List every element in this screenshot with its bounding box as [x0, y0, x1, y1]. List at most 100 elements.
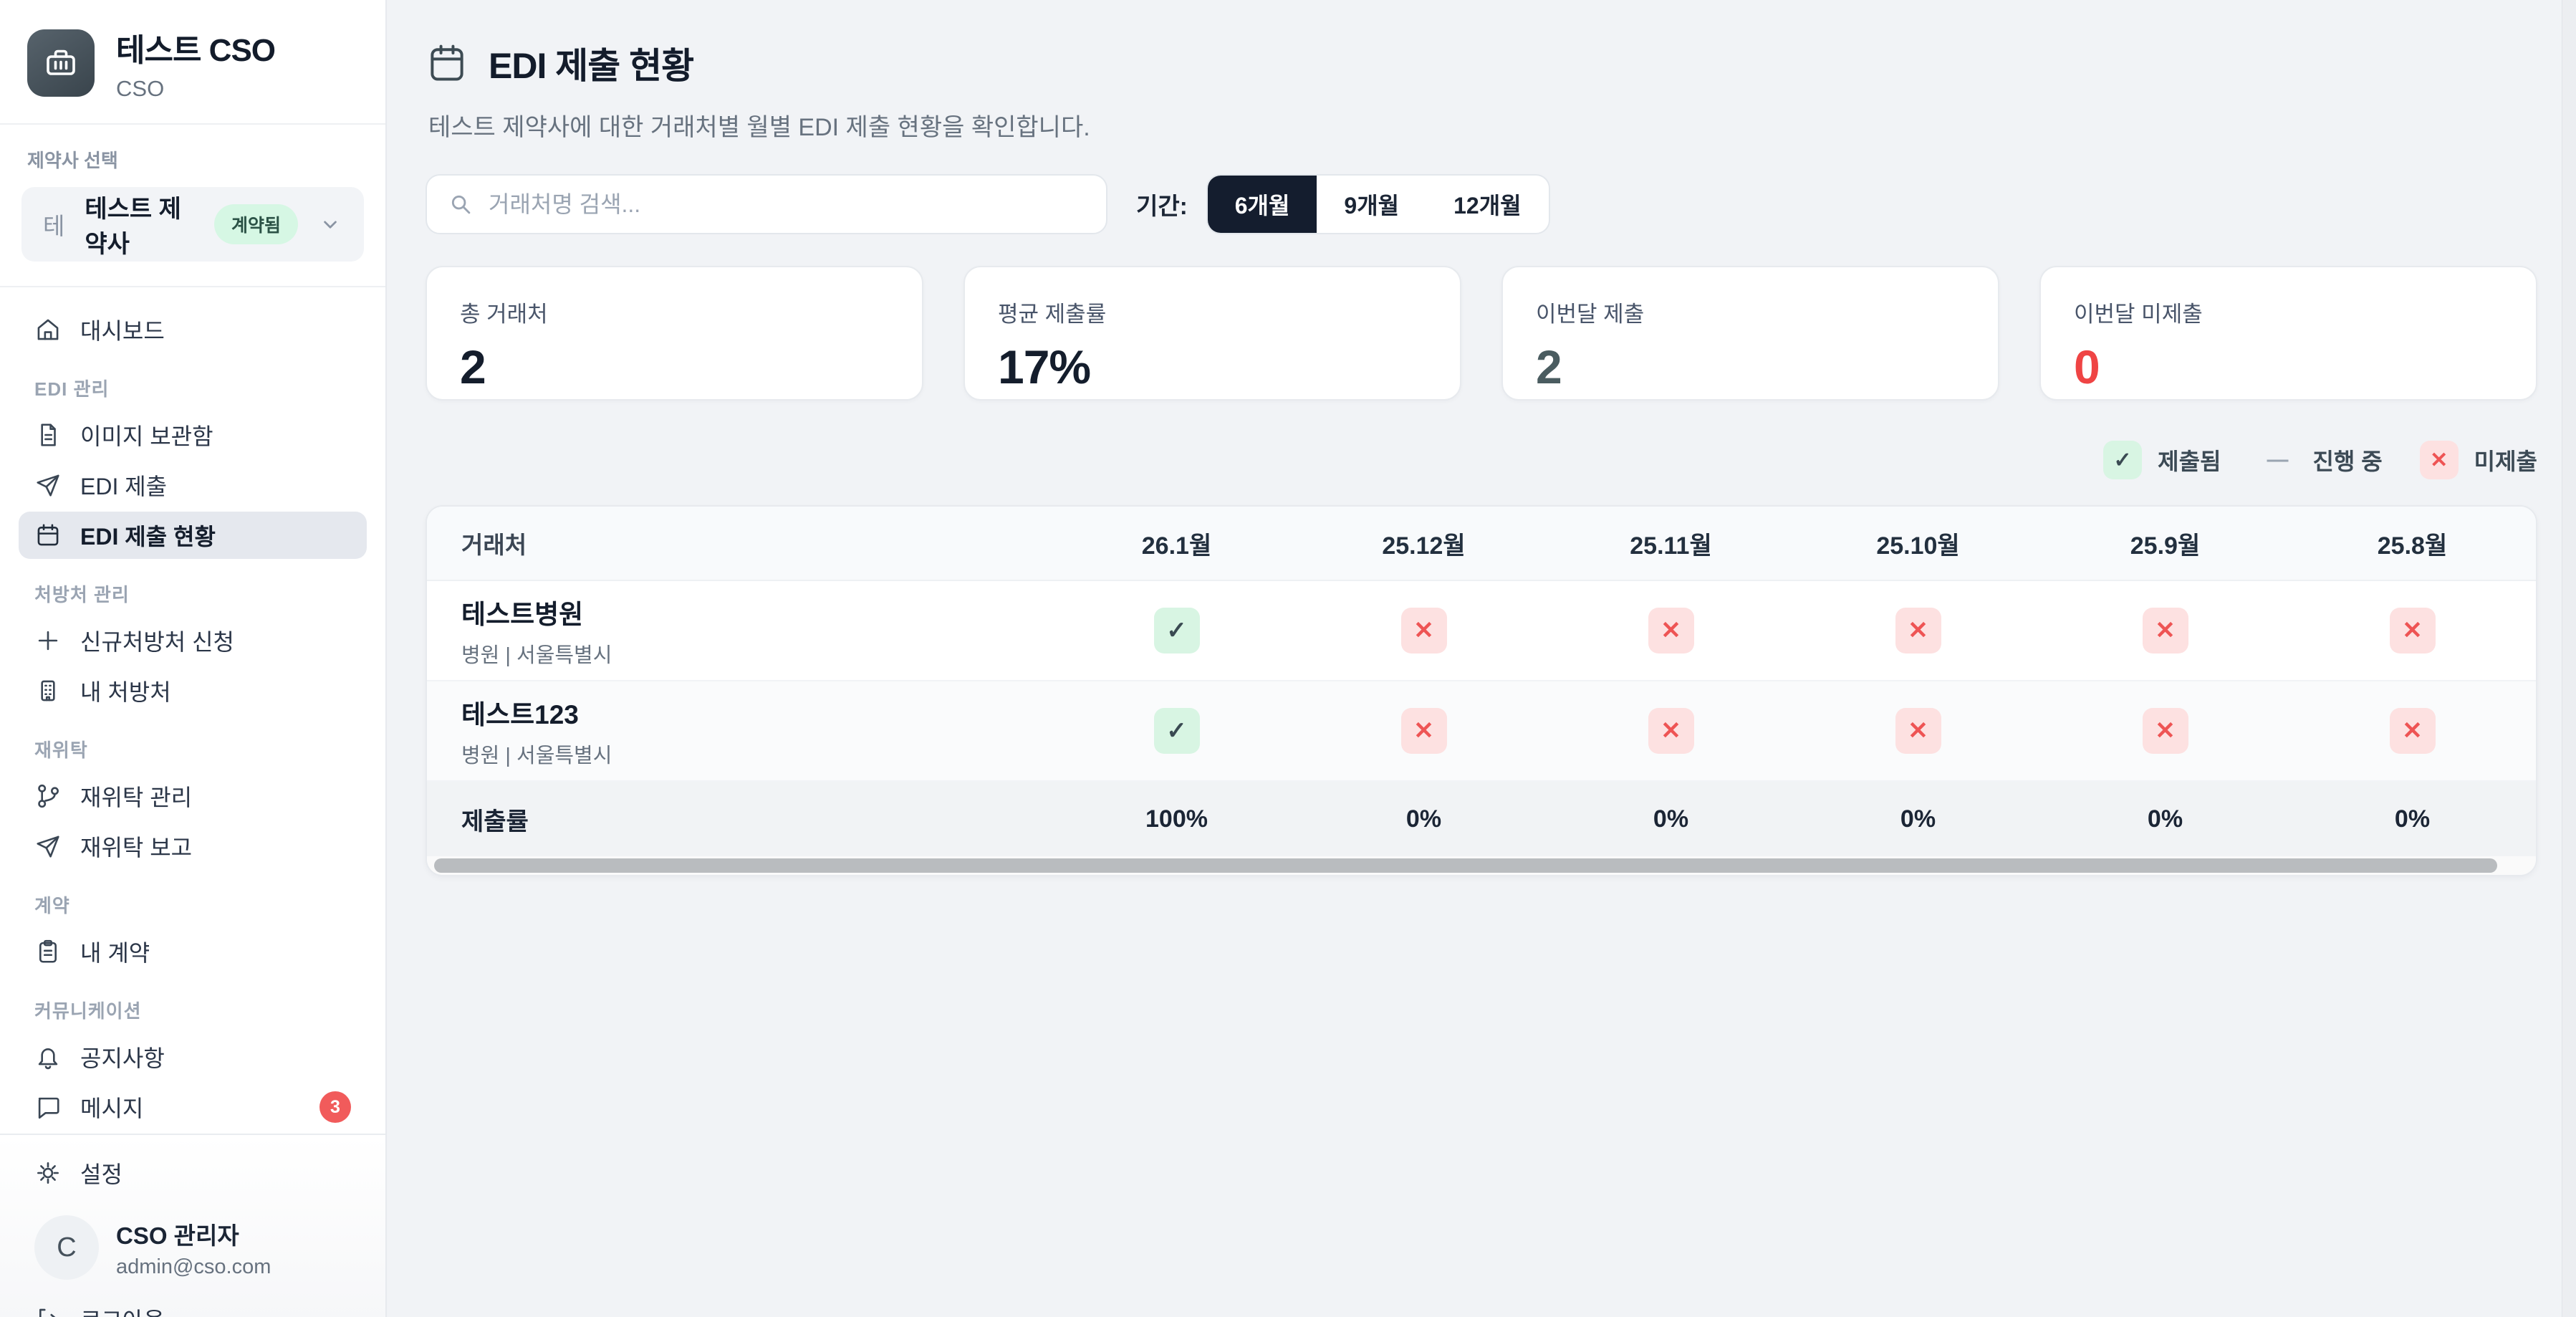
search-input[interactable]	[489, 191, 1086, 218]
pharma-avatar: 테	[43, 213, 65, 239]
status-x-icon: ✕	[1400, 608, 1447, 653]
chevron-down-icon	[318, 212, 342, 236]
sidebar-item-notices[interactable]: 공지사항	[19, 1033, 367, 1081]
brand-logo	[27, 29, 95, 97]
period-tab-12m[interactable]: 12개월	[1426, 176, 1548, 233]
sidebar: 테스트 CSO CSO 제약사 선택 테 테스트 제약사 계약됨 대시보드 ED…	[0, 0, 387, 1317]
sidebar-item-reentrust-report[interactable]: 재위탁 보고	[19, 823, 367, 870]
brand-header: 테스트 CSO CSO	[0, 0, 385, 125]
table-row[interactable]: 테스트병원 병원 | 서울특별시 ✓ ✕ ✕ ✕ ✕ ✕	[427, 581, 2536, 681]
logout-button[interactable]: 로그아웃	[19, 1296, 367, 1317]
period-label: 기간:	[1136, 193, 1188, 219]
sidebar-item-new-prescriber[interactable]: 신규처방처 신청	[19, 617, 367, 664]
app-subtitle: CSO	[116, 76, 165, 101]
pharma-selector-label: 제약사 선택	[27, 150, 118, 171]
main-content: EDI 제출 현황 테스트 제약사에 대한 거래처별 월별 EDI 제출 현황을…	[387, 0, 2576, 1317]
period-tab-6m[interactable]: 6개월	[1207, 176, 1317, 233]
calendar-icon	[34, 522, 62, 549]
plus-icon	[34, 627, 62, 654]
pharma-selector[interactable]: 테 테스트 제약사 계약됨	[21, 187, 364, 262]
sidebar-footer: 설정 C CSO 관리자 admin@cso.com 로그아웃	[0, 1134, 385, 1317]
sidebar-item-settings[interactable]: 설정	[19, 1149, 367, 1197]
document-icon	[34, 421, 62, 449]
col-header-month-2: 25.11월	[1630, 532, 1712, 560]
horizontal-scrollbar-thumb[interactable]	[434, 858, 2497, 873]
sidebar-item-my-prescribers[interactable]: 내 처방처	[19, 667, 367, 714]
rate-value-3: 0%	[1900, 805, 1936, 833]
search-icon	[447, 191, 474, 218]
pharma-selector-block: 제약사 선택 테 테스트 제약사 계약됨	[0, 125, 385, 287]
dash-icon: —	[2267, 448, 2289, 471]
sidebar-item-my-contracts[interactable]: 내 계약	[19, 928, 367, 975]
calendar-icon	[426, 42, 468, 85]
status-x-icon: ✕	[1648, 608, 1694, 653]
legend-missed: ✕ 미제출	[2419, 441, 2537, 479]
legend-submitted: ✓ 제출됨	[2103, 441, 2221, 479]
stat-value-month-missed: 0	[2074, 340, 2100, 393]
app-title: 테스트 CSO	[116, 33, 276, 68]
stat-card-total-clients: 총 거래처 2	[426, 266, 923, 401]
col-header-client: 거래처	[461, 532, 527, 558]
client-name: 테스트병원	[461, 600, 584, 629]
edi-status-table: 거래처 26.1월 25.12월 25.11월 25.10월 25.9월 25.…	[426, 505, 2537, 876]
send-icon	[34, 471, 62, 499]
table-header-row: 거래처 26.1월 25.12월 25.11월 25.10월 25.9월 25.…	[427, 507, 2536, 581]
sidebar-item-image-archive[interactable]: 이미지 보관함	[19, 411, 367, 459]
clipboard-icon	[34, 938, 62, 965]
stat-card-month-missed: 이번달 미제출 0	[2039, 266, 2537, 401]
user-name: CSO 관리자	[116, 1222, 239, 1249]
status-x-icon: ✕	[1648, 708, 1694, 754]
submission-rate-label: 제출률	[461, 808, 529, 835]
stat-value-total-clients: 2	[460, 340, 486, 393]
bell-icon	[34, 1043, 62, 1071]
stat-card-avg-rate: 평균 제출률 17%	[963, 266, 1461, 401]
client-name: 테스트123	[461, 700, 579, 729]
user-email: admin@cso.com	[116, 1255, 271, 1278]
rate-value-4: 0%	[2147, 805, 2183, 833]
status-x-icon: ✕	[1895, 608, 1941, 653]
rate-value-1: 0%	[1405, 805, 1442, 833]
messages-count-badge: 3	[319, 1091, 351, 1123]
sidebar-item-dashboard[interactable]: 대시보드	[19, 306, 367, 353]
status-legend: ✓ 제출됨 — 진행 중 ✕ 미제출	[426, 441, 2537, 479]
period-group: 기간: 6개월 9개월 12개월	[1136, 174, 1550, 234]
page-subtitle: 테스트 제약사에 대한 거래처별 월별 EDI 제출 현황을 확인합니다.	[428, 114, 1090, 141]
sidebar-item-edi-status[interactable]: EDI 제출 현황	[19, 512, 367, 559]
col-header-month-0: 26.1월	[1141, 532, 1212, 560]
building-icon	[34, 677, 62, 704]
logout-icon	[34, 1306, 62, 1317]
sidebar-item-edi-submit[interactable]: EDI 제출	[19, 461, 367, 509]
period-tab-9m[interactable]: 9개월	[1317, 176, 1426, 233]
pharma-company-name: 테스트 제약사	[85, 196, 181, 258]
status-check-icon: ✓	[1153, 708, 1200, 754]
rate-value-5: 0%	[2394, 805, 2431, 833]
page-title: EDI 제출 현황	[489, 46, 694, 86]
nav-section-reentrust: 재위탁	[34, 739, 88, 761]
col-header-month-4: 25.9월	[2130, 532, 2201, 560]
sidebar-item-messages[interactable]: 메시지 3	[19, 1083, 367, 1131]
table-row[interactable]: 테스트123 병원 | 서울특별시 ✓ ✕ ✕ ✕ ✕ ✕	[427, 681, 2536, 782]
horizontal-scrollbar-track	[427, 856, 2536, 875]
status-check-icon: ✓	[1153, 608, 1200, 653]
period-segmented-control: 6개월 9개월 12개월	[1206, 174, 1550, 234]
nav-section-prescriber: 처방처 관리	[34, 584, 130, 605]
page-scrollbar-gutter[interactable]	[2562, 0, 2576, 1317]
stat-cards: 총 거래처 2 평균 제출률 17% 이번달 제출 2 이번달 미제출 0	[426, 266, 2537, 401]
send-icon	[34, 833, 62, 860]
status-x-icon: ✕	[2389, 708, 2436, 754]
status-x-icon: ✕	[1895, 708, 1941, 754]
x-icon: ✕	[2419, 441, 2459, 479]
stat-card-month-submitted: 이번달 제출 2	[1501, 266, 1999, 401]
user-profile[interactable]: C CSO 관리자 admin@cso.com	[19, 1199, 367, 1296]
contract-status-badge: 계약됨	[213, 204, 298, 244]
client-meta: 병원 | 서울특별시	[461, 644, 612, 667]
home-icon	[34, 316, 62, 343]
rate-value-0: 100%	[1145, 805, 1208, 833]
gear-icon	[34, 1159, 62, 1187]
nav-section-communication: 커뮤니케이션	[34, 1000, 142, 1022]
nav-section-edi: EDI 관리	[34, 378, 110, 400]
controls-row: 기간: 6개월 9개월 12개월	[426, 174, 2537, 234]
stat-value-month-submitted: 2	[1536, 340, 1562, 393]
sidebar-item-reentrust-manage[interactable]: 재위탁 관리	[19, 772, 367, 820]
briefcase-icon	[44, 46, 78, 80]
